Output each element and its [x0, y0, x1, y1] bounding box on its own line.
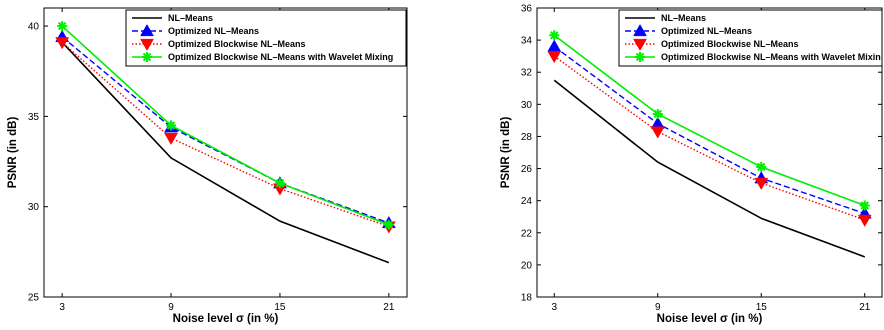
- x-tick-label: 15: [274, 302, 286, 313]
- y-axis-label: PSNR (in dB): [500, 117, 512, 189]
- data-point: [57, 21, 68, 32]
- y-tick-label: 30: [28, 202, 40, 213]
- legend-label: Optimized NL–Means: [661, 26, 752, 36]
- data-point: [55, 37, 70, 50]
- x-tick-label: 3: [551, 302, 557, 313]
- legend: NL–Means Optimized NL–Means Optimized Bloc…: [125, 9, 407, 67]
- y-tick-label: 32: [521, 68, 533, 79]
- x-tick-label: 3: [59, 302, 65, 313]
- series-line: [553, 45, 865, 215]
- series-1: [61, 41, 390, 264]
- x-axis-label: Noise level σ (in %): [657, 313, 763, 325]
- y-tick-label: 34: [521, 36, 533, 47]
- legend-marker: [633, 23, 647, 37]
- y-tick-label: 30: [521, 100, 533, 111]
- y-tick-label: 40: [28, 22, 40, 33]
- x-tick-label: 9: [655, 302, 661, 313]
- series-3: [547, 51, 872, 227]
- data-point: [549, 30, 560, 41]
- legend-marker: [633, 38, 647, 52]
- data-point: [274, 178, 285, 189]
- y-tick-label: 24: [521, 196, 533, 207]
- data-point: [650, 126, 665, 139]
- legend: NL–Means Optimized NL–Means Optimized Bloc…: [618, 9, 883, 67]
- data-point: [383, 219, 394, 230]
- y-tick-label: 35: [28, 112, 40, 123]
- data-point: [652, 108, 663, 119]
- y-tick-label: 28: [521, 132, 533, 143]
- series-line: [61, 41, 390, 264]
- legend-marker: [635, 52, 645, 62]
- series-4: [549, 30, 870, 211]
- series-line: [61, 41, 390, 228]
- chart-2: 18 20 22 24 26 28 30 32 34 36 3 9 15 21 Noise level σ …: [500, 4, 883, 325]
- series-line: [553, 34, 866, 207]
- data-point: [164, 132, 178, 146]
- series-line: [553, 79, 866, 258]
- x-tick-label: 21: [383, 302, 395, 313]
- legend-label: NL–Means: [661, 13, 706, 23]
- data-point: [756, 161, 767, 172]
- legend-label: Optimized Blockwise NL–Means with Wavele…: [661, 52, 881, 62]
- y-tick-label: 20: [521, 260, 533, 271]
- y-tick-label: 22: [521, 228, 533, 239]
- x-tick-label: 9: [168, 302, 174, 313]
- y-tick-label: 25: [28, 293, 40, 304]
- series-1: [553, 79, 866, 258]
- data-point: [857, 214, 872, 227]
- y-tick-label: 26: [521, 164, 533, 175]
- legend-label: Optimized Blockwise NL–Means: [661, 39, 799, 49]
- legend-marker: [142, 52, 152, 62]
- legend-box: [618, 9, 883, 67]
- series-4: [57, 21, 394, 230]
- legend-label: NL–Means: [168, 13, 213, 23]
- series-line: [61, 25, 390, 226]
- y-axis-label: PSNR (in dB): [7, 117, 19, 189]
- legend-marker: [140, 23, 154, 37]
- legend-marker: [140, 38, 154, 52]
- data-point: [859, 200, 870, 211]
- x-tick-label: 15: [756, 302, 768, 313]
- legend-label: Optimized Blockwise NL–Means: [168, 39, 306, 49]
- legend-label: Optimized NL–Means: [168, 26, 259, 36]
- y-tick-label: 36: [521, 4, 533, 15]
- data-point: [754, 177, 769, 191]
- chart-1: 25 30 35 40 3 9 15 21 Noise level σ (in %) PSNR (…: [7, 7, 408, 325]
- data-point: [547, 51, 562, 64]
- data-point: [166, 120, 177, 131]
- legend-box: [125, 9, 407, 67]
- legend-label: Optimized Blockwise NL–Means with Wavele…: [168, 52, 393, 62]
- y-tick-label: 18: [521, 293, 533, 304]
- series-line: [553, 55, 865, 221]
- x-tick-label: 21: [859, 302, 871, 313]
- x-axis-label: Noise level σ (in %): [173, 313, 279, 325]
